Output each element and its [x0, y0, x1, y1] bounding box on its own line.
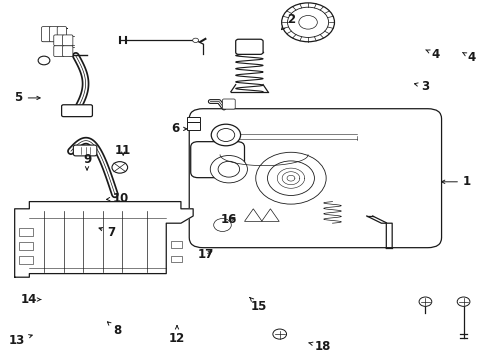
Circle shape [192, 38, 198, 42]
Circle shape [272, 329, 286, 339]
Circle shape [287, 7, 328, 37]
Text: 7: 7 [99, 226, 115, 239]
FancyBboxPatch shape [19, 256, 33, 264]
Circle shape [213, 219, 231, 231]
FancyBboxPatch shape [222, 99, 235, 109]
Text: 17: 17 [197, 248, 213, 261]
Circle shape [112, 162, 127, 173]
FancyBboxPatch shape [41, 27, 51, 42]
Text: 14: 14 [21, 293, 41, 306]
FancyBboxPatch shape [187, 122, 200, 130]
FancyBboxPatch shape [49, 27, 59, 42]
FancyBboxPatch shape [57, 27, 66, 42]
Text: 4: 4 [425, 48, 438, 60]
Circle shape [281, 3, 334, 42]
FancyBboxPatch shape [19, 242, 33, 250]
Circle shape [418, 297, 431, 306]
FancyBboxPatch shape [62, 35, 73, 46]
Circle shape [298, 15, 317, 29]
Text: 9: 9 [83, 153, 91, 170]
Text: 1: 1 [441, 175, 470, 188]
FancyBboxPatch shape [189, 109, 441, 248]
Circle shape [217, 129, 234, 141]
Text: 3: 3 [414, 80, 428, 93]
FancyBboxPatch shape [73, 145, 97, 156]
Polygon shape [15, 202, 193, 277]
Text: 2: 2 [281, 13, 294, 30]
FancyBboxPatch shape [61, 105, 92, 117]
FancyBboxPatch shape [54, 35, 64, 46]
Polygon shape [244, 209, 262, 221]
FancyBboxPatch shape [171, 241, 182, 248]
Text: 4: 4 [462, 51, 475, 64]
Text: 12: 12 [168, 326, 185, 345]
Text: 15: 15 [249, 297, 267, 313]
Circle shape [211, 124, 240, 146]
Text: 18: 18 [308, 340, 330, 353]
Text: 10: 10 [106, 192, 129, 204]
Text: 6: 6 [171, 122, 186, 135]
FancyBboxPatch shape [19, 228, 33, 236]
Circle shape [210, 156, 247, 183]
FancyBboxPatch shape [235, 39, 263, 54]
Circle shape [218, 161, 239, 177]
Text: 13: 13 [9, 334, 32, 347]
FancyBboxPatch shape [187, 117, 200, 122]
FancyBboxPatch shape [54, 46, 64, 57]
Circle shape [38, 56, 50, 65]
Text: 16: 16 [220, 213, 237, 226]
FancyBboxPatch shape [190, 141, 244, 177]
Polygon shape [261, 209, 279, 221]
Circle shape [267, 161, 314, 195]
FancyBboxPatch shape [171, 256, 182, 262]
FancyBboxPatch shape [62, 46, 73, 57]
Text: 8: 8 [107, 322, 121, 337]
Text: 11: 11 [115, 144, 131, 157]
Text: 5: 5 [15, 91, 40, 104]
Circle shape [255, 152, 325, 204]
Circle shape [456, 297, 469, 306]
